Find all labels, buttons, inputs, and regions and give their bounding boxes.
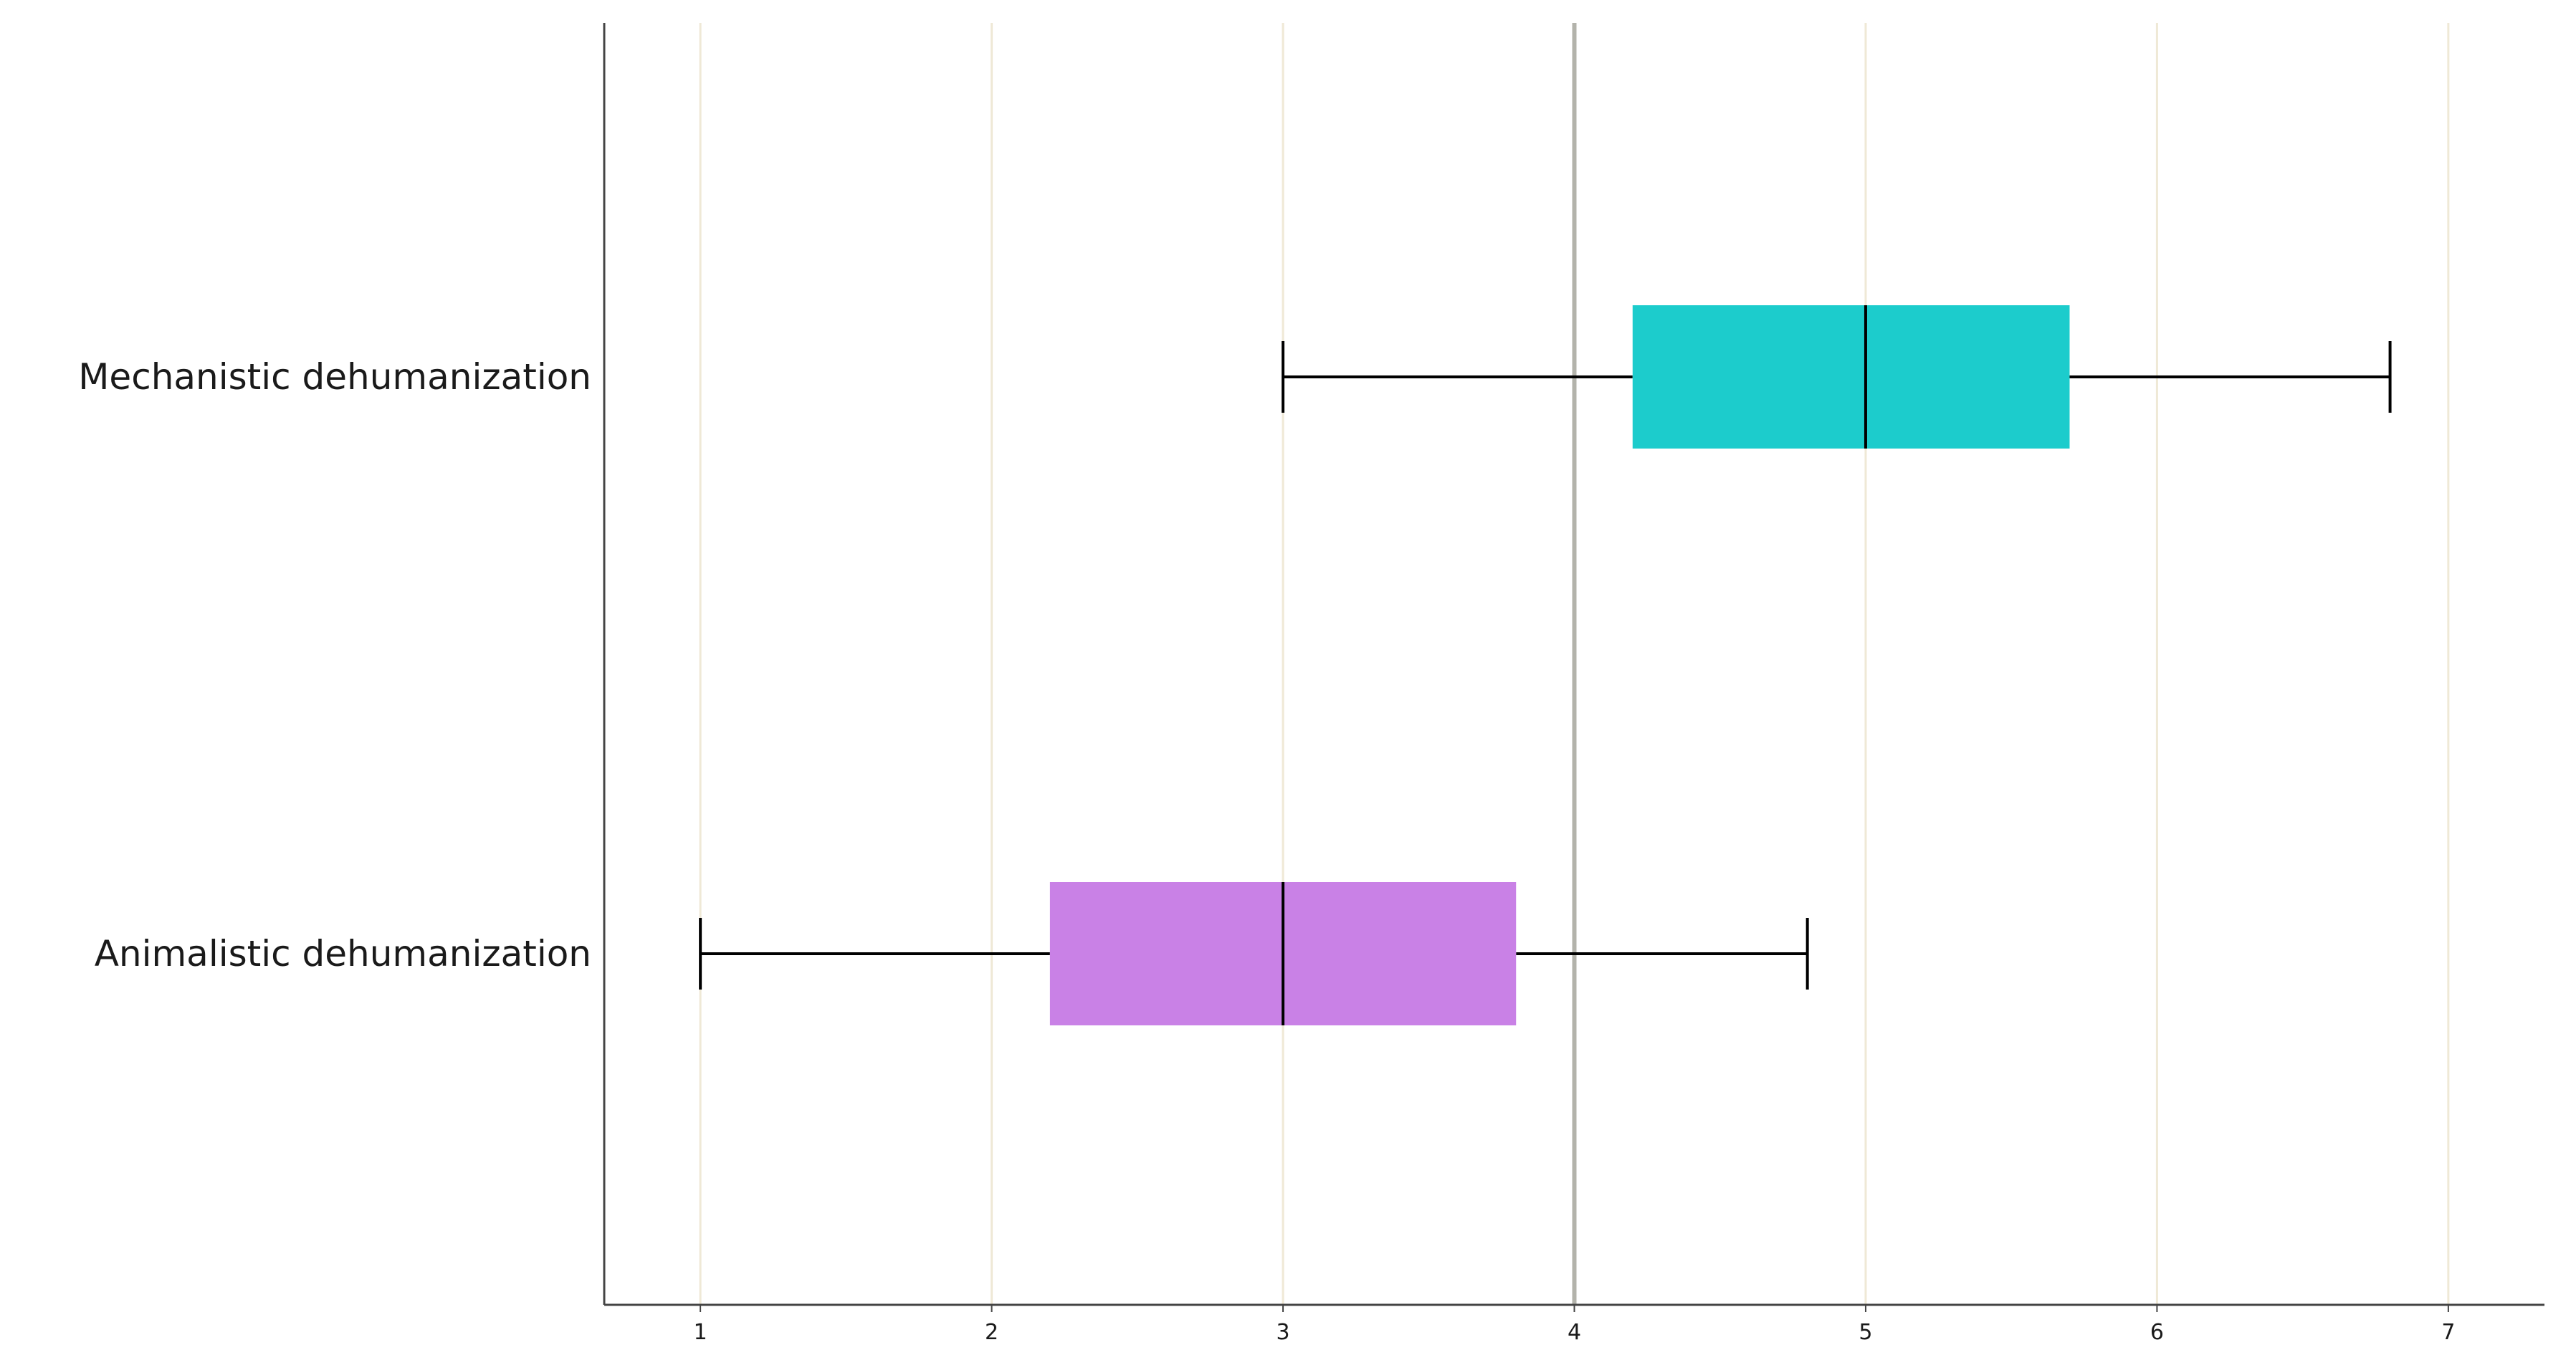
x-tick-label: 3 [1276, 1320, 1289, 1345]
x-tick-label: 2 [985, 1320, 998, 1345]
gridlines [699, 23, 2450, 1305]
x-tick-label: 6 [2150, 1320, 2164, 1345]
axes [603, 23, 2544, 1312]
boxes [699, 305, 2392, 1025]
mechanistic-dehumanization-box [1632, 305, 2070, 449]
x-tick-label: 5 [1859, 1320, 1872, 1345]
labels: 1 2 3 4 5 6 7 Mechanistic dehumanization Animali… [78, 356, 2455, 1345]
x-tick-label: 7 [2441, 1320, 2455, 1345]
x-tick-label: 4 [1568, 1320, 1581, 1345]
category-label: Mechanistic dehumanization [78, 356, 591, 398]
category-label: Animalistic dehumanization [95, 933, 591, 974]
x-tick-label: 1 [694, 1320, 707, 1345]
